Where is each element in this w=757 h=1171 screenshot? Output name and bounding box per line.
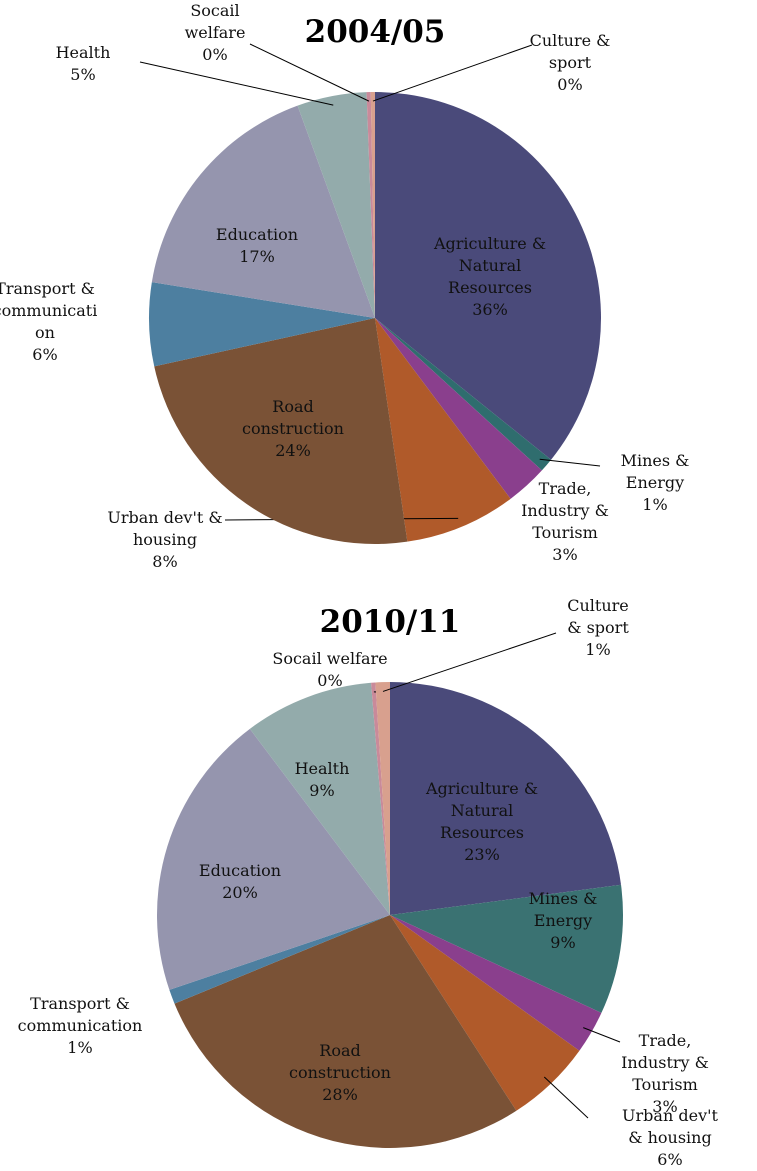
pie-slice	[390, 682, 622, 915]
value-label: 1%	[67, 1038, 93, 1057]
pie-slice	[154, 318, 408, 544]
value-label: 3%	[552, 545, 578, 564]
value-label: 1%	[642, 495, 668, 514]
pie-slice	[375, 318, 542, 499]
pie-slice	[375, 682, 390, 915]
value-label: 24%	[275, 441, 311, 460]
pie-slice	[366, 92, 375, 318]
slice-label: Education 17%	[202, 224, 312, 268]
category-label: Trade, Industry & Tourism	[521, 479, 609, 542]
category-label: Culture & sport	[567, 596, 629, 637]
pie-slice	[157, 728, 390, 990]
slice-label: Urban dev't & housing 6%	[615, 1105, 725, 1171]
slice-label: Mines & Energy 9%	[518, 888, 608, 954]
value-label: 3%	[652, 1097, 678, 1116]
pie-slice	[249, 682, 390, 915]
pie-slice	[169, 915, 390, 1004]
leader-line	[372, 44, 533, 102]
value-label: 23%	[464, 845, 500, 864]
slice-label: Culture & sport 0%	[515, 30, 625, 96]
value-label: 6%	[657, 1150, 683, 1169]
slice-label: Agriculture & Natural Resources 36%	[415, 233, 565, 321]
slice-label: Culture & sport 1%	[558, 595, 638, 661]
slice-label: Road construction 24%	[228, 396, 358, 462]
slice-label: Health 9%	[282, 758, 362, 802]
value-label: 6%	[32, 345, 58, 364]
category-label: Agriculture & Natural Resources	[425, 779, 539, 842]
category-label: Mines & Energy	[620, 451, 690, 492]
value-label: 5%	[70, 65, 96, 84]
pie-slice	[390, 915, 602, 1051]
chart-title: 2004/05	[304, 14, 446, 50]
value-label: 9%	[550, 933, 576, 952]
pie-slice	[390, 884, 623, 1013]
value-label: 36%	[472, 300, 508, 319]
category-label: Road construction	[289, 1041, 391, 1082]
category-label: Road construction	[242, 397, 344, 438]
pie-slice	[375, 92, 601, 460]
leader-line	[543, 1076, 589, 1119]
leader-line	[249, 43, 370, 102]
pie-slice	[375, 318, 552, 471]
slice-label: Urban dev't & housing 8%	[105, 507, 225, 573]
value-label: 1%	[585, 640, 611, 659]
pie-slice	[371, 682, 390, 915]
category-label: Urban dev't & housing	[622, 1106, 718, 1147]
pie-slice	[375, 318, 511, 542]
category-label: Trade, Industry & Tourism	[621, 1031, 709, 1094]
pie-slice	[148, 282, 375, 367]
slice-label: Mines & Energy 1%	[605, 450, 705, 516]
slice-label: Health 5%	[43, 42, 123, 86]
value-label: 17%	[239, 247, 275, 266]
value-label: 0%	[317, 671, 343, 690]
category-label: Agriculture & Natural Resources	[433, 234, 547, 297]
value-label: 20%	[222, 883, 258, 902]
value-label: 0%	[557, 75, 583, 94]
slice-label: Transport & communication 1%	[0, 993, 160, 1059]
leader-line	[382, 632, 557, 692]
category-label: Health	[55, 43, 111, 62]
leader-line	[583, 1027, 621, 1043]
category-label: Socail welfare	[184, 1, 246, 42]
category-label: Education	[215, 225, 299, 244]
leader-line	[139, 61, 334, 106]
leader-line	[539, 458, 601, 467]
pie-slice	[174, 915, 517, 1148]
slice-label: Education 20%	[185, 860, 295, 904]
slice-label: Socail welfare 0%	[260, 648, 400, 692]
category-label: Transport & communication	[0, 279, 98, 342]
slice-label: Socail welfare 0%	[175, 0, 255, 66]
chart-title: 2010/11	[319, 604, 461, 640]
pie-slice	[151, 105, 375, 318]
pie-slice	[297, 92, 375, 319]
value-label: 28%	[322, 1085, 358, 1104]
value-label: 0%	[202, 45, 228, 64]
value-label: 9%	[309, 781, 335, 800]
slice-label: Transport & communication 6%	[0, 278, 101, 366]
slice-label: Agriculture & Natural Resources 23%	[407, 778, 557, 866]
category-label: Health	[294, 759, 350, 778]
value-label: 8%	[152, 552, 178, 571]
pie-slice	[370, 92, 375, 318]
category-label: Culture & sport	[529, 31, 611, 72]
pie-slice	[390, 915, 580, 1111]
slice-label: Road construction 28%	[275, 1040, 405, 1106]
category-label: Mines & Energy	[528, 889, 598, 930]
slice-label: Trade, Industry & Tourism 3%	[510, 478, 620, 566]
slice-label: Trade, Industry & Tourism 3%	[615, 1030, 715, 1118]
category-label: Socail welfare	[272, 649, 388, 668]
category-label: Urban dev't & housing	[107, 508, 223, 549]
category-label: Education	[198, 861, 282, 880]
category-label: Transport & communication	[17, 994, 143, 1035]
